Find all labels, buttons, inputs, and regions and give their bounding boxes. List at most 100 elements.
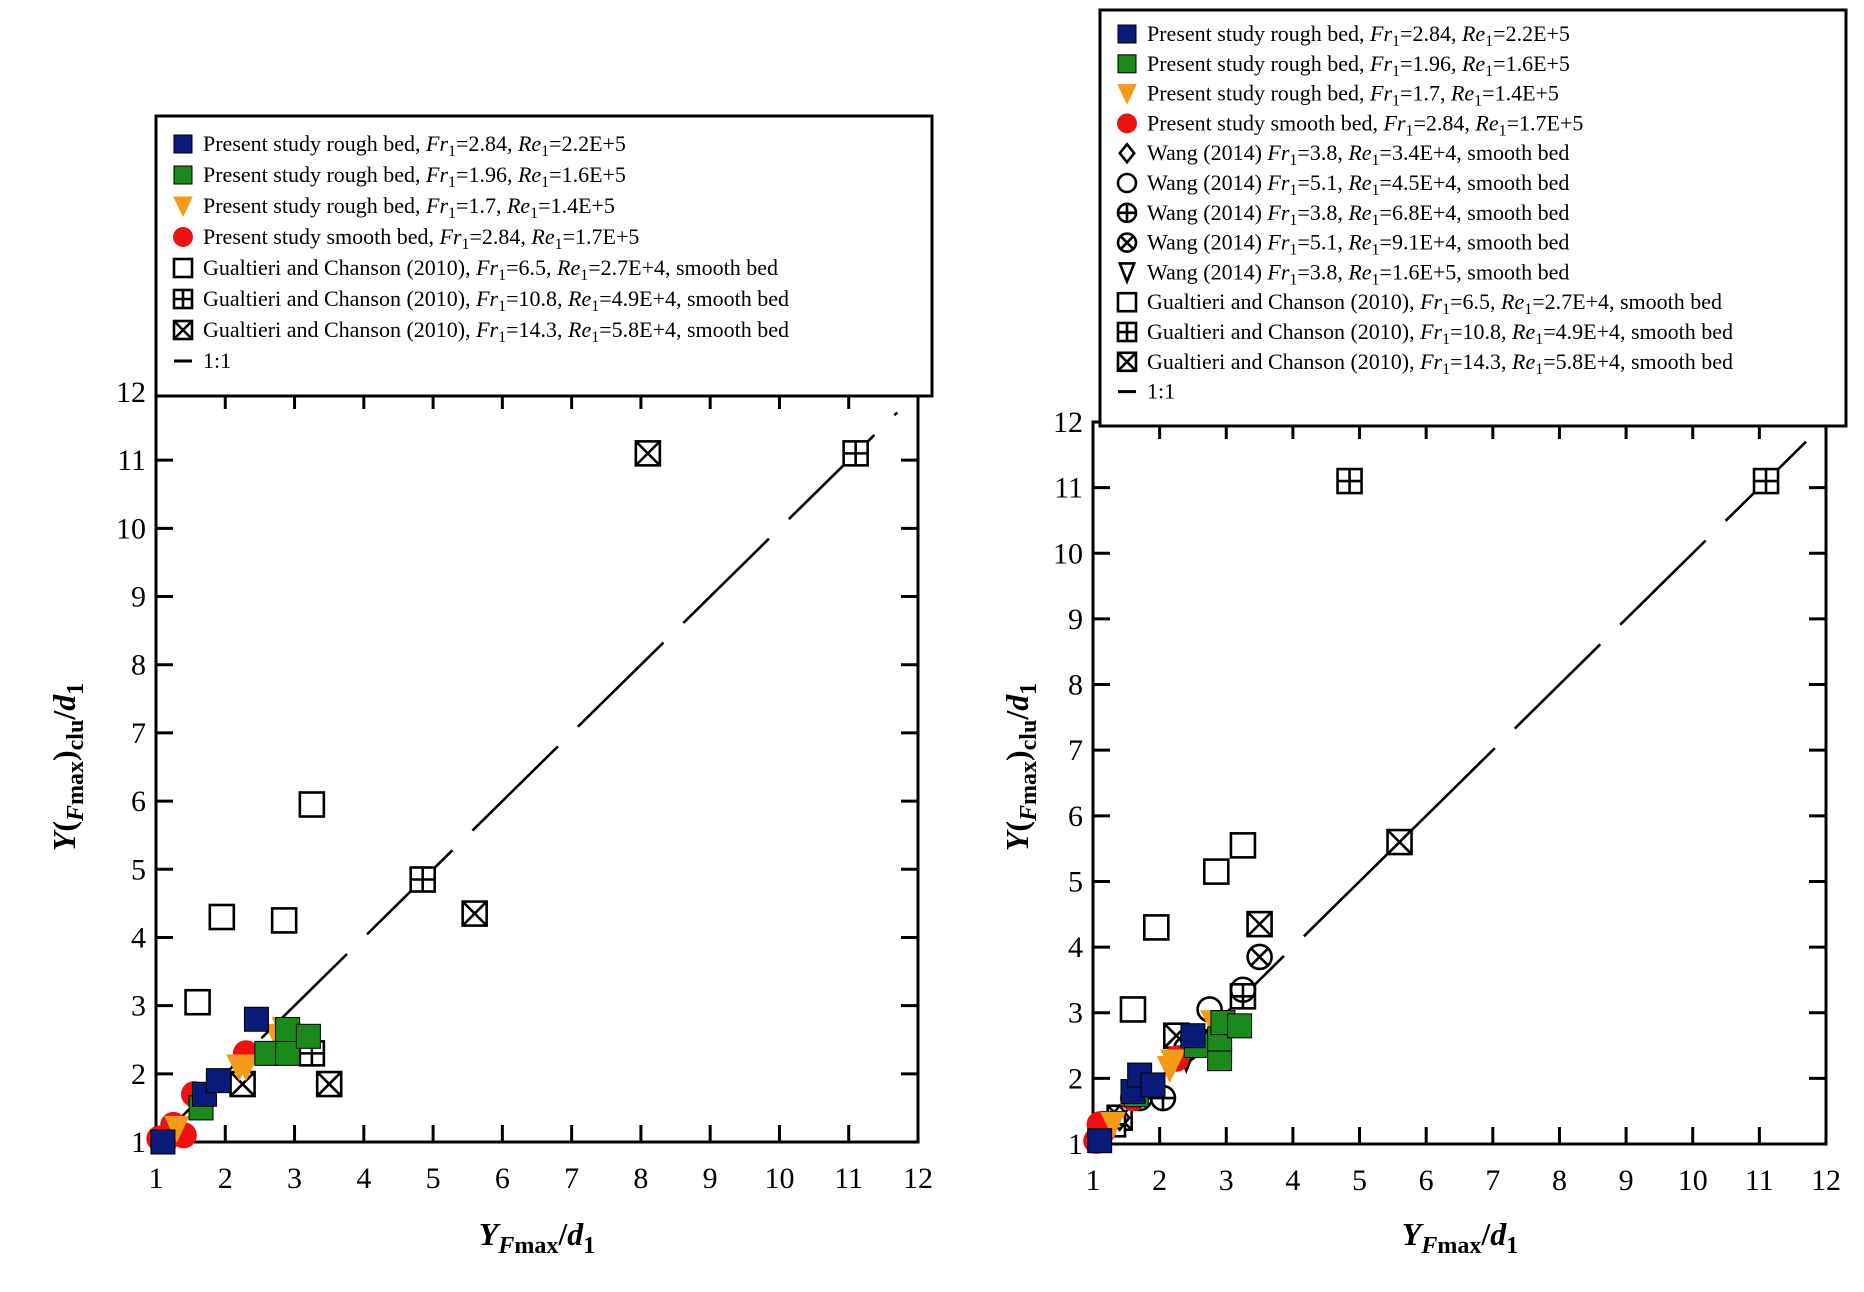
y-axis-title: Y(Fmax)clu/d1	[999, 683, 1042, 851]
y-tick-label: 12	[116, 376, 146, 409]
y-tick-label: 5	[131, 853, 146, 886]
legend-item: Present study rough bed, Fr1=1.96, Re1=1…	[1117, 51, 1570, 80]
data-layer	[146, 411, 899, 1155]
chart-panel-left: 1 2 3 4 5 6 7 8 9 10 11 12123456789101112YFmax/d1Y(…	[46, 114, 934, 1259]
data-point	[1100, 1111, 1126, 1139]
data-point	[275, 1040, 301, 1066]
data-point	[1140, 1072, 1166, 1098]
x-tick-label: 6	[495, 1162, 510, 1195]
data-point	[1180, 1023, 1206, 1049]
legend-item: Gualtieri and Chanson (2010), Fr1=6.5, R…	[172, 255, 778, 284]
legend-marker-icon	[1117, 262, 1137, 285]
x-tick-label: 11	[1745, 1164, 1774, 1197]
legend-label: Present study rough bed, Fr1=2.84, Re1=2…	[203, 131, 626, 160]
x-tick-label: 2	[218, 1162, 233, 1195]
x-tick-label: 10	[1678, 1164, 1708, 1197]
data-point	[1246, 943, 1273, 971]
legend-marker-icon	[173, 196, 193, 218]
data-point	[270, 907, 298, 934]
legend-marker-icon	[1117, 24, 1137, 44]
data-point	[150, 1129, 176, 1155]
data-point	[295, 1023, 321, 1049]
y-axis-title: Y(Fmax)clu/d1	[46, 683, 89, 851]
legend: Present study rough bed, Fr1=2.84, Re1=2…	[1098, 8, 1848, 428]
data-point	[275, 1017, 301, 1042]
y-tick-label: 9	[131, 581, 146, 614]
data-point	[1227, 1013, 1253, 1039]
data-point	[229, 1070, 256, 1098]
legend-item: Gualtieri and Chanson (2010), Fr1=14.3, …	[1116, 349, 1733, 378]
one-to-one-line	[155, 411, 899, 1143]
legend-item: 1:1	[174, 348, 231, 373]
x-tick-label: 2	[1152, 1164, 1167, 1197]
legend-marker-icon	[1116, 202, 1138, 224]
x-tick-label: 4	[1285, 1164, 1300, 1197]
legend-item: Wang (2014) Fr1=5.1, Re1=4.5E+4, smooth …	[1116, 170, 1569, 199]
x-tick-label: 1	[1086, 1164, 1101, 1197]
legend-item: Present study smooth bed, Fr1=2.84, Re1=…	[173, 224, 639, 253]
y-tick-label: 12	[1053, 406, 1083, 439]
data-point	[243, 1006, 269, 1032]
y-tick-label: 11	[1054, 472, 1083, 505]
x-tick-label: 8	[633, 1162, 648, 1195]
legend-item: Present study rough bed, Fr1=1.96, Re1=1…	[173, 162, 626, 191]
data-point	[163, 1115, 190, 1143]
legend-label: Present study smooth bed, Fr1=2.84, Re1=…	[203, 224, 639, 253]
y-tick-label: 2	[131, 1058, 146, 1091]
x-tick-label: 5	[1352, 1164, 1367, 1197]
data-point	[1143, 914, 1170, 941]
x-tick-label: 7	[564, 1162, 579, 1195]
legend-marker-icon	[1118, 142, 1136, 165]
legend-item: Present study rough bed, Fr1=2.84, Re1=2…	[1117, 21, 1570, 50]
data-point	[1087, 1128, 1113, 1154]
x-axis-title: YFmax/d1	[1402, 1216, 1518, 1259]
x-tick-label: 9	[703, 1162, 718, 1195]
y-tick-label: 4	[1068, 931, 1083, 964]
x-tick-label: 12	[903, 1162, 933, 1195]
legend-label: Wang (2014) Fr1=3.8, Re1=6.8E+4, smooth …	[1147, 200, 1569, 229]
legend-label: Present study rough bed, Fr1=1.96, Re1=1…	[203, 162, 626, 191]
legend-label: Wang (2014) Fr1=5.1, Re1=9.1E+4, smooth …	[1147, 230, 1569, 259]
data-point	[409, 866, 437, 893]
y-tick-label: 4	[131, 921, 146, 954]
legend-marker-icon	[173, 134, 193, 154]
legend-label: Present study smooth bed, Fr1=2.84, Re1=…	[1147, 110, 1583, 139]
data-point	[254, 1040, 280, 1066]
legend-label: Wang (2014) Fr1=3.8, Re1=3.4E+4, smooth …	[1147, 140, 1569, 169]
data-point	[1386, 828, 1413, 856]
data-point	[298, 791, 326, 818]
x-tick-label: 9	[1619, 1164, 1634, 1197]
y-tick-label: 3	[131, 990, 146, 1023]
legend-item: Present study rough bed, Fr1=2.84, Re1=2…	[173, 131, 626, 160]
legend-label: Wang (2014) Fr1=3.8, Re1=1.6E+5, smooth …	[1147, 259, 1569, 288]
legend-marker-icon	[1117, 113, 1137, 134]
axis-ticks	[1093, 422, 1826, 1144]
data-point	[1160, 1049, 1186, 1077]
legend-marker-icon	[173, 165, 193, 185]
legend-label: Present study rough bed, Fr1=1.96, Re1=1…	[1147, 51, 1570, 80]
legend-marker-icon	[1116, 291, 1138, 313]
y-tick-label: 1	[131, 1126, 146, 1159]
x-tick-label: 12	[1811, 1164, 1841, 1197]
y-tick-label: 8	[131, 649, 146, 682]
x-axis-title: YFmax/d1	[479, 1216, 595, 1259]
x-tick-label: 10	[764, 1162, 794, 1195]
data-point	[1752, 467, 1780, 495]
legend-label: Gualtieri and Chanson (2010), Fr1=6.5, R…	[1147, 289, 1722, 318]
legend-label: Present study rough bed, Fr1=2.84, Re1=2…	[1147, 21, 1570, 50]
x-tick-label: 3	[287, 1162, 302, 1195]
legend-box	[1098, 8, 1848, 428]
data-point	[1119, 996, 1147, 1023]
y-tick-label: 3	[1068, 997, 1083, 1030]
legend-item: Gualtieri and Chanson (2010), Fr1=6.5, R…	[1116, 289, 1722, 318]
x-tick-label: 4	[356, 1162, 371, 1195]
data-point	[1229, 976, 1257, 1004]
legend-marker-icon	[1116, 321, 1138, 343]
data-point	[233, 1054, 259, 1082]
legend-label: 1:1	[1147, 379, 1175, 404]
y-tick-label: 10	[1053, 537, 1083, 570]
chart-panel-right: 1 2 3 4 5 6 7 8 9 10 11 12123456789101112YFmax/d1Y(…	[999, 8, 1848, 1259]
y-tick-label: 7	[1068, 734, 1083, 767]
legend-item: Present study rough bed, Fr1=1.7, Re1=1.…	[173, 193, 615, 222]
x-tick-label: 6	[1419, 1164, 1434, 1197]
